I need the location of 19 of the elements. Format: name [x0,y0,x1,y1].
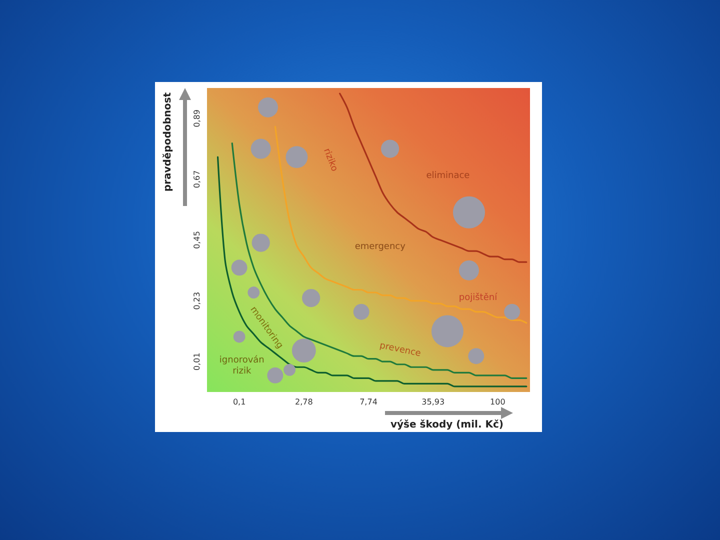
annotation: prevence [378,340,422,360]
x-axis-title: výše škody (mil. Kč) [390,420,504,430]
y-tick-label: 0,01 [192,352,202,371]
x-tick-label: 2,78 [294,398,313,406]
y-tick-label: 0,89 [192,109,202,128]
annotation: pojištění [458,292,498,304]
x-tick-label: 0,1 [232,398,246,406]
x-tick-label: 100 [490,398,506,406]
y-tick-label: 0,45 [192,231,202,249]
y-tick-label: 0,67 [192,170,202,188]
y-axis-title: pravděpodobnost [162,92,174,192]
x-tick-label: 7,74 [360,398,378,406]
line-series [338,92,528,263]
annotation: eliminace [426,170,470,181]
y-tick-label: 0,23 [192,292,202,310]
annotation: ignorován rizik [219,354,264,376]
annotation: emergency [354,242,406,252]
annotation: riziko [321,147,340,173]
x-tick-label: 35,93 [422,398,445,406]
